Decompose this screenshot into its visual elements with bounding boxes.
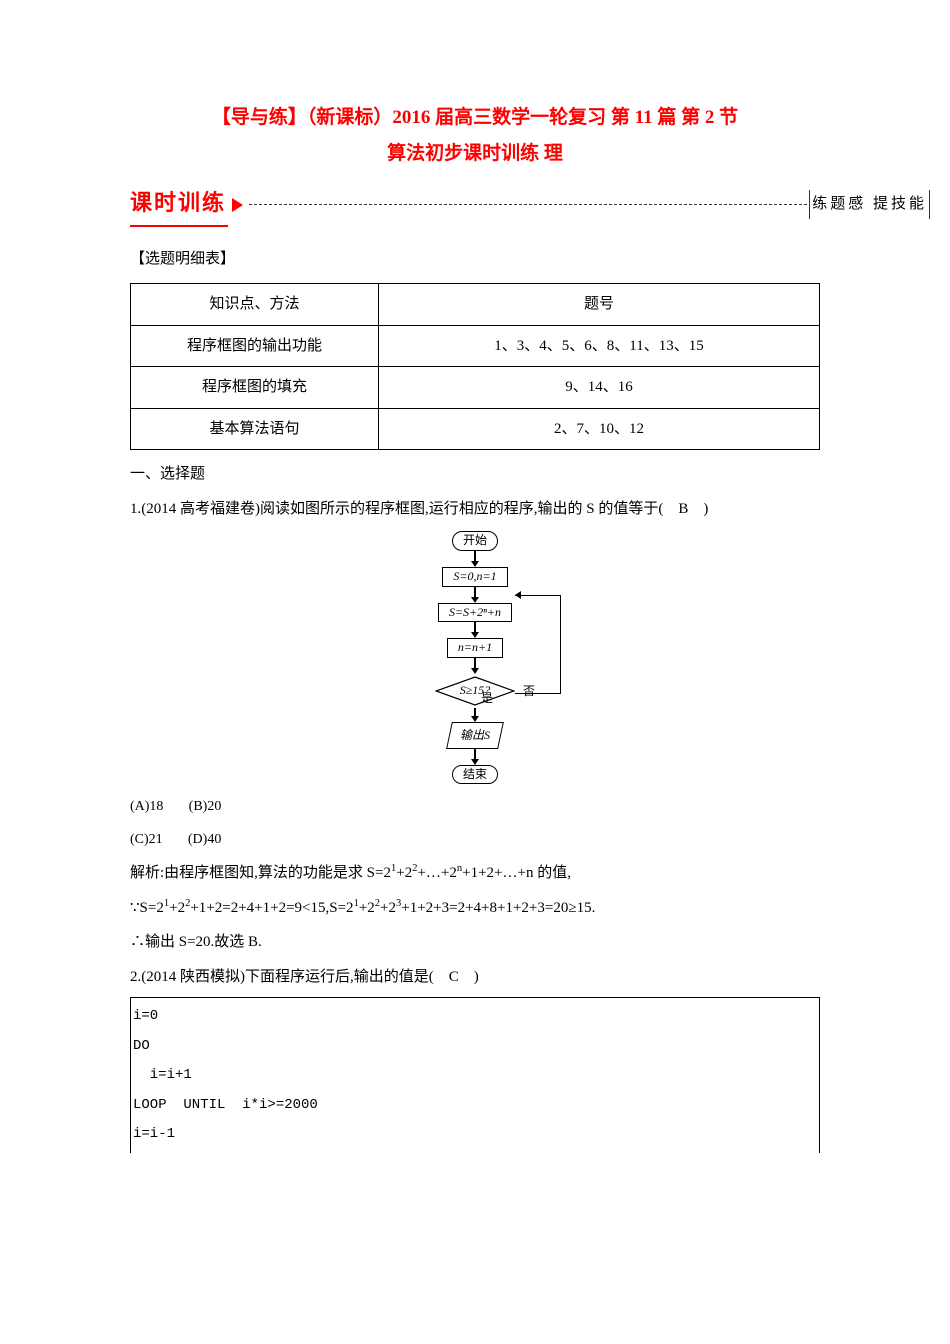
option-b: (B)20 — [189, 799, 222, 814]
text: +2 — [396, 865, 412, 881]
flow-end: 结束 — [452, 765, 498, 785]
flow-arrow-icon — [474, 708, 475, 716]
flow-init: S=0,n=1 — [442, 567, 507, 587]
flow-step-label: S=S+2ⁿ+n — [449, 605, 501, 619]
q1-solution-1: 解析:由程序框图知,算法的功能是求 S=21+22+…+2n+1+2+…+n 的… — [130, 859, 820, 888]
question-1: 1.(2014 高考福建卷)阅读如图所示的程序框图,运行相应的程序,输出的 S … — [130, 495, 820, 524]
flow-loop-arrowhead-icon — [515, 591, 521, 599]
text: +2 — [380, 900, 396, 916]
flow-loop-body: S=S+2ⁿ+n n=n+1 S≥15? 否 — [345, 603, 605, 708]
table-cell: 基本算法语句 — [131, 408, 379, 450]
option-c: (C)21 — [130, 832, 163, 847]
q1-solution-3: ∴输出 S=20.故选 B. — [130, 928, 820, 957]
code-line: LOOP UNTIL i*i>=2000 — [133, 1091, 817, 1120]
flow-loop-line — [515, 595, 561, 694]
option-d: (D)40 — [188, 832, 221, 847]
table-row: 知识点、方法 题号 — [131, 284, 820, 326]
banner-right: 练题感 提技能 — [809, 190, 930, 219]
text: +1+2+3=2+4+8+1+2+3=20≥15. — [401, 900, 595, 916]
table-cell: 1、3、4、5、6、8、11、13、15 — [379, 325, 820, 367]
flow-start: 开始 — [452, 531, 498, 551]
table-cell: 2、7、10、12 — [379, 408, 820, 450]
table-cell: 9、14、16 — [379, 367, 820, 409]
code-line: i=0 — [133, 1002, 817, 1031]
section-banner: 课时训练 练题感 提技能 — [130, 182, 930, 227]
table-cell: 程序框图的输出功能 — [131, 325, 379, 367]
table-row: 基本算法语句 2、7、10、12 — [131, 408, 820, 450]
flow-yes-label: 是 — [481, 687, 493, 710]
table-cell: 程序框图的填充 — [131, 367, 379, 409]
flow-arrow-icon — [474, 587, 475, 597]
flowchart: 开始 S=0,n=1 S=S+2ⁿ+n n=n+1 S≥15? 否 是 输出S … — [345, 531, 605, 784]
page-title: 【导与练】（新课标）2016 届高三数学一轮复习 第 11 篇 第 2 节 算法… — [130, 100, 820, 172]
flow-cond-label: S≥15? — [435, 676, 515, 706]
flow-step: S=S+2ⁿ+n — [438, 603, 512, 623]
text: +2 — [169, 900, 185, 916]
text: +1+2+…+n 的值, — [462, 865, 571, 881]
flow-arrow-icon — [474, 749, 475, 759]
table-row: 程序框图的输出功能 1、3、4、5、6、8、11、13、15 — [131, 325, 820, 367]
banner-dashline — [249, 204, 807, 205]
flow-arrowhead-icon — [471, 759, 479, 765]
topic-table: 知识点、方法 题号 程序框图的输出功能 1、3、4、5、6、8、11、13、15… — [130, 283, 820, 450]
q1-solution-2: ∵S=21+22+1+2=2+4+1+2=9<15,S=21+22+23+1+2… — [130, 894, 820, 923]
section-heading: 一、选择题 — [130, 460, 820, 489]
flow-decision: S≥15? — [435, 676, 515, 706]
flow-arrow-icon — [474, 622, 475, 632]
flow-arrowhead-icon — [471, 716, 479, 722]
flow-arrow-icon — [474, 658, 475, 668]
code-line: i=i+1 — [133, 1061, 817, 1090]
q1-options-row2: (C)21 (D)40 — [130, 827, 820, 854]
code-line: DO — [133, 1032, 817, 1061]
option-a: (A)18 — [130, 799, 163, 814]
title-line1: 【导与练】（新课标）2016 届高三数学一轮复习 第 11 篇 第 2 节 — [130, 100, 820, 136]
flow-output: 输出S — [446, 722, 504, 749]
text: +1+2=2+4+1+2=9<15,S=2 — [190, 900, 353, 916]
code-line: i=i-1 — [133, 1120, 817, 1149]
banner-label: 课时训练 — [130, 182, 228, 227]
flow-inc: n=n+1 — [447, 638, 503, 658]
q1-options-row1: (A)18 (B)20 — [130, 794, 820, 821]
title-line2: 算法初步课时训练 理 — [130, 136, 820, 172]
table-header: 题号 — [379, 284, 820, 326]
text: ∵S=2 — [130, 900, 164, 916]
text: +…+2 — [417, 865, 456, 881]
question-2: 2.(2014 陕西模拟)下面程序运行后,输出的值是( C ) — [130, 963, 820, 992]
text: +2 — [359, 900, 375, 916]
flow-output-label: 输出S — [450, 723, 500, 748]
code-block: i=0 DO i=i+1 LOOP UNTIL i*i>=2000 i=i-1 — [130, 997, 820, 1153]
flow-arrowhead-icon — [471, 668, 479, 674]
flow-arrow-icon — [474, 551, 475, 561]
table-row: 程序框图的填充 9、14、16 — [131, 367, 820, 409]
table-header: 知识点、方法 — [131, 284, 379, 326]
text: 解析:由程序框图知,算法的功能是求 S=2 — [130, 865, 391, 881]
sub-heading: 【选题明细表】 — [130, 245, 820, 274]
banner-triangle-icon — [232, 198, 243, 212]
